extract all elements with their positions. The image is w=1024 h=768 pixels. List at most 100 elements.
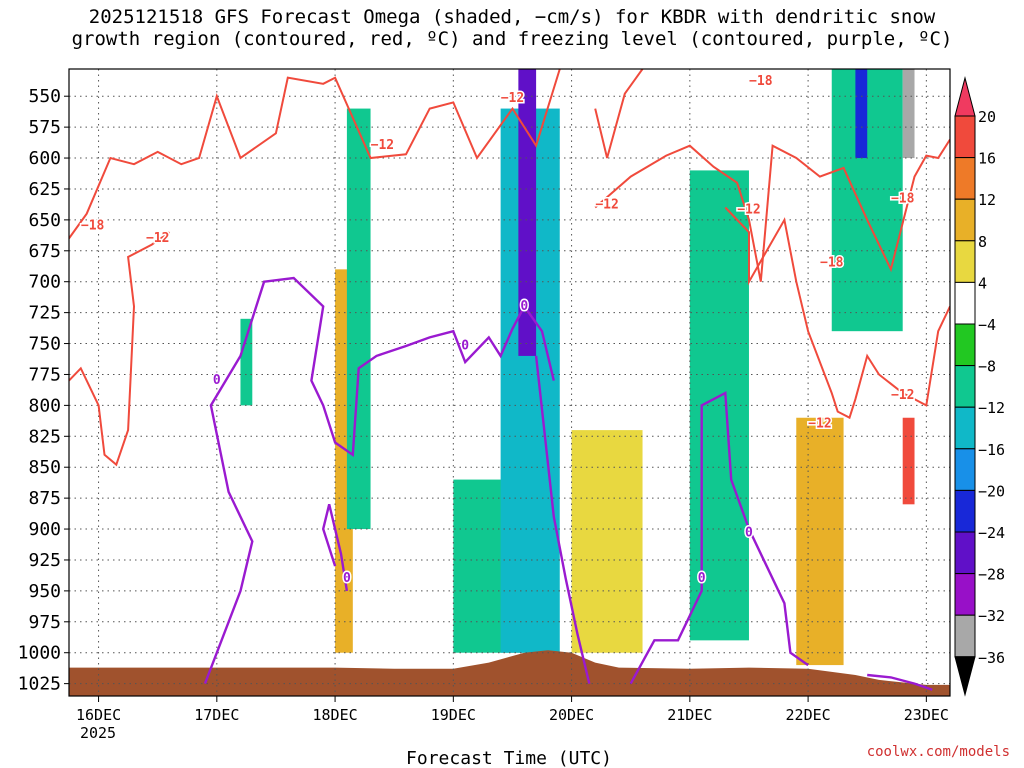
contour-label-7: −18 bbox=[820, 256, 844, 271]
y-tick-label-875: 875 bbox=[28, 488, 61, 509]
colorbar-swatch-6 bbox=[954, 323, 976, 367]
contour-label-2: −12 bbox=[371, 138, 394, 153]
y-tick-label-1000: 1000 bbox=[18, 643, 61, 664]
contour-lines bbox=[69, 69, 950, 691]
contour-label-14: 0 bbox=[520, 299, 528, 314]
contour-label-13: 0 bbox=[461, 339, 469, 354]
x-tick-label-23DEC: 23DEC bbox=[904, 706, 949, 724]
colorbar: 20 16 12 8 4 −4 −8 −12 −16 −20 −24 −28 −32 −36 bbox=[954, 76, 1005, 697]
colorbar-swatch-12 bbox=[954, 573, 976, 616]
y-tick-label-650: 650 bbox=[28, 210, 61, 231]
contour-label-0: −18 bbox=[81, 219, 105, 234]
contour-label-16: 0 bbox=[745, 525, 753, 540]
freezing-contour-0 bbox=[203, 276, 555, 685]
colorbar-swatch-10 bbox=[954, 489, 976, 533]
contour-label-6: −18 bbox=[749, 74, 773, 89]
colorbar-label-1: 16 bbox=[978, 150, 996, 168]
title-line-2: growth region (contoured, red, ºC) and f… bbox=[71, 28, 953, 50]
colorbar-swatch-13 bbox=[954, 614, 976, 658]
y-axis: 550 575 600 625 650 675 700 725 750 775 800 825 850 8… bbox=[18, 86, 69, 695]
y-tick-label-1025: 1025 bbox=[18, 674, 61, 695]
terrain-layer bbox=[69, 650, 950, 696]
contour-label-5: −12 bbox=[737, 202, 760, 217]
colorbar-label-2: 12 bbox=[978, 191, 996, 209]
x-tick-label-17DEC: 17DEC bbox=[194, 706, 239, 724]
credit-text: coolwx.com/models bbox=[866, 744, 1010, 760]
y-tick-label-700: 700 bbox=[28, 272, 61, 293]
contour-label-8: −12 bbox=[808, 416, 831, 431]
y-tick-label-550: 550 bbox=[28, 86, 61, 107]
colorbar-swatch-3 bbox=[954, 198, 976, 242]
colorbar-swatch-9 bbox=[954, 448, 976, 491]
colorbar-swatch-8 bbox=[954, 406, 976, 450]
x-tick-label-21DEC: 21DEC bbox=[667, 706, 712, 724]
omega-region-11 bbox=[902, 69, 915, 159]
x-tick-label-16DEC: 16DEC bbox=[76, 706, 121, 724]
y-tick-label-725: 725 bbox=[28, 303, 61, 324]
y-tick-label-775: 775 bbox=[28, 364, 61, 385]
colorbar-label-7: −12 bbox=[978, 399, 1005, 417]
dgz-contour-0 bbox=[69, 69, 561, 239]
y-tick-label-850: 850 bbox=[28, 457, 61, 478]
y-tick-label-800: 800 bbox=[28, 395, 61, 416]
chart-title: 2025121518 GFS Forecast Omega (shaded, −… bbox=[0, 6, 1024, 50]
dgz-contour-3 bbox=[69, 231, 171, 467]
dgz-contour-2 bbox=[594, 138, 950, 282]
omega-region-8 bbox=[796, 417, 844, 666]
y-tick-label-825: 825 bbox=[28, 426, 61, 447]
colorbar-arrow-top bbox=[954, 76, 976, 117]
x-tick-label-22DEC: 22DEC bbox=[786, 706, 831, 724]
y-tick-label-950: 950 bbox=[28, 581, 61, 602]
contour-label-10: −18 bbox=[891, 191, 915, 206]
omega-region-2 bbox=[346, 108, 371, 530]
freezing-contour-1 bbox=[321, 504, 349, 592]
colorbar-swatch-2 bbox=[954, 157, 976, 200]
colorbar-label-8: −16 bbox=[978, 441, 1005, 459]
colorbar-swatch-11 bbox=[954, 531, 976, 575]
colorbar-label-5: −4 bbox=[978, 316, 996, 334]
omega-region-6 bbox=[571, 430, 643, 653]
grid-lines bbox=[69, 69, 950, 696]
colorbar-label-10: −24 bbox=[978, 524, 1005, 542]
x-axis-label: Forecast Time (UTC) bbox=[406, 748, 612, 768]
contour-labels: −18 −12 −12 −12 −12 −12 −18 −18 −12 −12 −18 0 0 0 0 0 0 bbox=[79, 72, 916, 587]
colorbar-label-12: −32 bbox=[978, 607, 1005, 625]
colorbar-label-13: −36 bbox=[978, 649, 1005, 667]
colorbar-swatch-7 bbox=[954, 365, 976, 408]
colorbar-label-4: 4 bbox=[978, 274, 987, 292]
x-tick-label-18DEC: 18DEC bbox=[312, 706, 357, 724]
contour-label-4: −12 bbox=[595, 198, 618, 213]
y-tick-label-675: 675 bbox=[28, 241, 61, 262]
plot-frame bbox=[68, 68, 951, 697]
freezing-contour-4 bbox=[867, 673, 933, 691]
colorbar-swatch-4 bbox=[954, 240, 976, 283]
freezing-contour-2 bbox=[534, 355, 591, 684]
colorbar-label-11: −28 bbox=[978, 566, 1005, 584]
omega-shading bbox=[240, 69, 915, 666]
terrain-surface bbox=[69, 650, 950, 696]
omega-region-5 bbox=[518, 69, 537, 356]
contour-label-3: −12 bbox=[501, 91, 524, 106]
x-tick-label-19DEC: 19DEC bbox=[431, 706, 476, 724]
freezing-contour-3 bbox=[629, 391, 809, 685]
x-axis: 16DEC 17DEC 18DEC 19DEC 20DEC 21DEC 22DEC 23DEC bbox=[76, 696, 949, 724]
contour-label-12: 0 bbox=[343, 571, 351, 586]
y-tick-label-925: 925 bbox=[28, 550, 61, 571]
dgz-contour-4 bbox=[724, 206, 950, 420]
dgz-contour-1 bbox=[594, 69, 644, 159]
y-tick-label-625: 625 bbox=[28, 179, 61, 200]
omega-region-10 bbox=[855, 69, 868, 159]
x-tick-label-20DEC: 20DEC bbox=[549, 706, 594, 724]
y-tick-label-750: 750 bbox=[28, 334, 61, 355]
colorbar-swatch-5 bbox=[954, 281, 976, 325]
colorbar-label-3: 8 bbox=[978, 233, 987, 251]
x-year-label: 2025 bbox=[80, 724, 116, 742]
colorbar-label-6: −8 bbox=[978, 358, 996, 376]
y-tick-label-575: 575 bbox=[28, 117, 61, 138]
contour-label-1: −12 bbox=[146, 231, 169, 246]
contour-label-9: −12 bbox=[891, 388, 914, 403]
contour-label-15: 0 bbox=[698, 571, 706, 586]
colorbar-label-9: −20 bbox=[978, 482, 1005, 500]
colorbar-label-0: 20 bbox=[978, 108, 996, 126]
